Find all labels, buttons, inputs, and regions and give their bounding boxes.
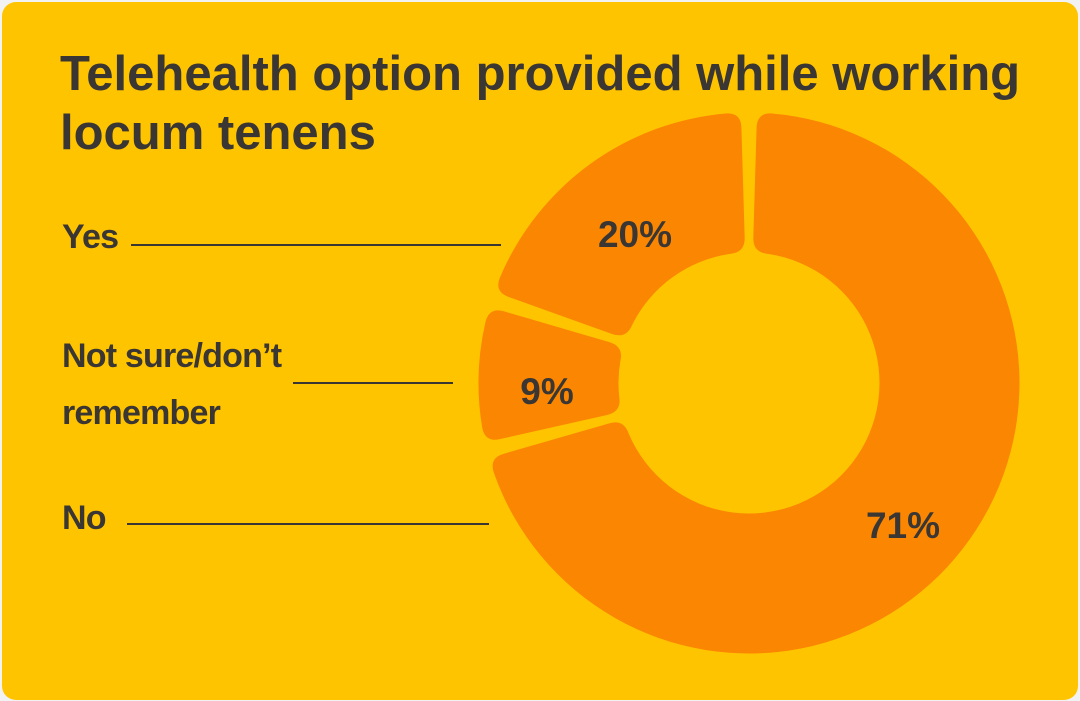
svg-text:9%: 9% (520, 371, 573, 412)
svg-text:20%: 20% (598, 214, 672, 255)
svg-text:71%: 71% (866, 505, 940, 546)
